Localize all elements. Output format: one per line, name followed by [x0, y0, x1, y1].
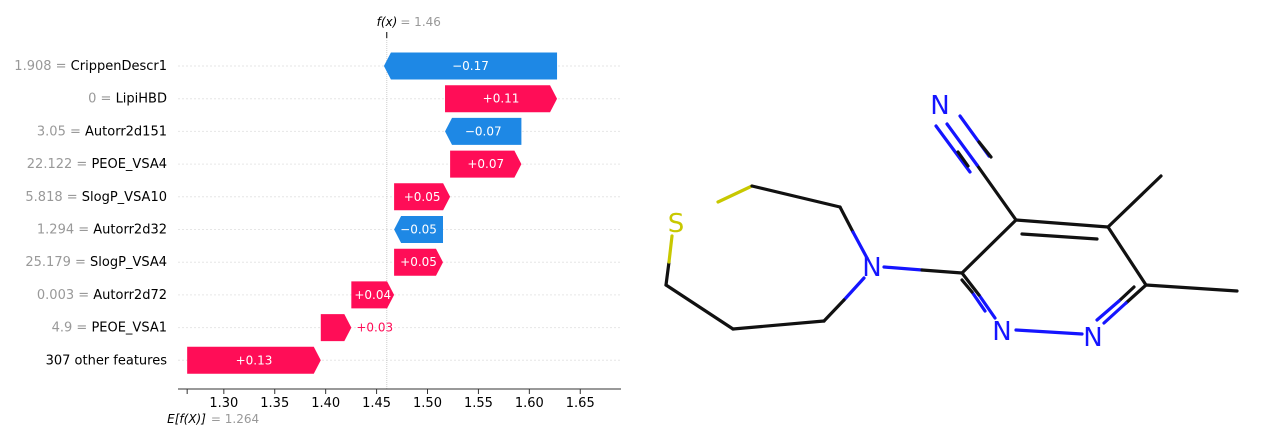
x-tick-label: 1.35 [260, 396, 289, 411]
feature-name: SlogP_VSA10 [82, 189, 167, 204]
feature-name: Autorr2d151 [85, 124, 167, 139]
base-value-label: E[f(X)] = 1.264 [167, 412, 259, 426]
feature-value: 1.908 = [14, 59, 70, 74]
feature-label: 0.003 = Autorr2d72 [37, 287, 167, 302]
bar-value-label: +0.13 [236, 353, 273, 367]
waterfall-bar [394, 248, 443, 276]
feature-label: 307 other features [46, 353, 168, 368]
x-tick-label: 1.65 [566, 396, 595, 411]
waterfall-bar [445, 117, 522, 145]
waterfall-bar [351, 281, 395, 309]
waterfall-bar [394, 216, 443, 243]
fx-label: f(x) = 1.46 [377, 15, 441, 29]
feature-name: LipiHBD [116, 91, 167, 106]
fx-annotation: f(x) = 1.46 [377, 15, 441, 38]
molecule-atoms: S N N N N [668, 91, 1103, 353]
feature-name: 307 other features [46, 353, 168, 368]
bar-value-label: +0.05 [404, 190, 441, 204]
feature-label: 3.05 = Autorr2d151 [37, 124, 167, 139]
feature-value: 4.9 = [52, 320, 92, 335]
atom-nitrogen-pyridazine-2: N [1083, 323, 1102, 353]
feature-value: 25.179 = [25, 255, 90, 270]
feature-label: 1.294 = Autorr2d32 [37, 222, 167, 237]
bars: −0.17 +0.11 −0.07 +0.07 +0.05 −0.05 +0.05 +0.04… [187, 52, 558, 374]
x-tick-label: 1.50 [413, 396, 442, 411]
atom-sulfur: S [668, 209, 685, 239]
feature-label: 5.818 = SlogP_VSA10 [25, 189, 167, 204]
feature-label: 0 = LipiHBD [88, 91, 167, 106]
x-axis: 1.30 1.35 1.40 1.45 1.50 1.55 1.60 1.65 [178, 388, 621, 411]
feature-value: 1.294 = [37, 222, 93, 237]
waterfall-bar [450, 150, 522, 178]
feature-label: 4.9 = PEOE_VSA1 [52, 320, 167, 335]
row-gridlines [178, 65, 621, 361]
feature-name: PEOE_VSA1 [91, 320, 167, 335]
feature-name: Autorr2d72 [93, 287, 167, 302]
waterfall-bar [394, 183, 451, 211]
feature-value: 0 = [88, 91, 115, 106]
feature-label: 25.179 = SlogP_VSA4 [25, 255, 167, 270]
bar-value-label: +0.04 [354, 288, 391, 302]
feature-value: 22.122 = [27, 157, 92, 172]
bar-value-label: +0.05 [400, 255, 437, 269]
x-tick-label: 1.60 [515, 396, 544, 411]
bar-value-label: +0.03 [356, 321, 393, 335]
waterfall-bar [445, 85, 558, 113]
waterfall-bar [320, 314, 352, 342]
x-tick-label: 1.45 [362, 396, 391, 411]
feature-labels: 1.908 = CrippenDescr1 0 = LipiHBD 3.05 = A… [14, 59, 167, 368]
x-tick-label: 1.30 [209, 396, 238, 411]
atom-nitrogen-ring: N [862, 253, 881, 283]
feature-name: Autorr2d32 [93, 222, 167, 237]
molecule-bonds [664, 114, 1239, 336]
molecule-structure: S N N N N [664, 91, 1239, 353]
feature-name: SlogP_VSA4 [90, 255, 167, 270]
bar-value-label: +0.11 [483, 92, 520, 106]
waterfall-bar [187, 346, 321, 374]
waterfall-bar [383, 52, 558, 80]
atom-nitrogen-pyridazine-1: N [992, 317, 1011, 347]
x-tick-label: 1.40 [311, 396, 340, 411]
bar-value-label: −0.07 [465, 124, 502, 138]
feature-name: PEOE_VSA4 [91, 157, 167, 172]
atom-nitrogen-nitrile: N [930, 91, 949, 121]
feature-name: CrippenDescr1 [71, 59, 167, 74]
shap-waterfall-chart: f(x) = 1.46 −0.17 +0.11 −0.07 +0.07 +0.05 −0.0… [14, 15, 621, 426]
x-tick-label: 1.55 [464, 396, 493, 411]
bar-value-label: +0.07 [467, 157, 504, 171]
bar-value-label: −0.05 [400, 223, 437, 237]
feature-value: 5.818 = [25, 189, 81, 204]
feature-value: 3.05 = [37, 124, 85, 139]
feature-value: 0.003 = [37, 287, 93, 302]
feature-label: 1.908 = CrippenDescr1 [14, 59, 167, 74]
bar-value-label: −0.17 [452, 59, 489, 73]
feature-label: 22.122 = PEOE_VSA4 [27, 157, 167, 172]
